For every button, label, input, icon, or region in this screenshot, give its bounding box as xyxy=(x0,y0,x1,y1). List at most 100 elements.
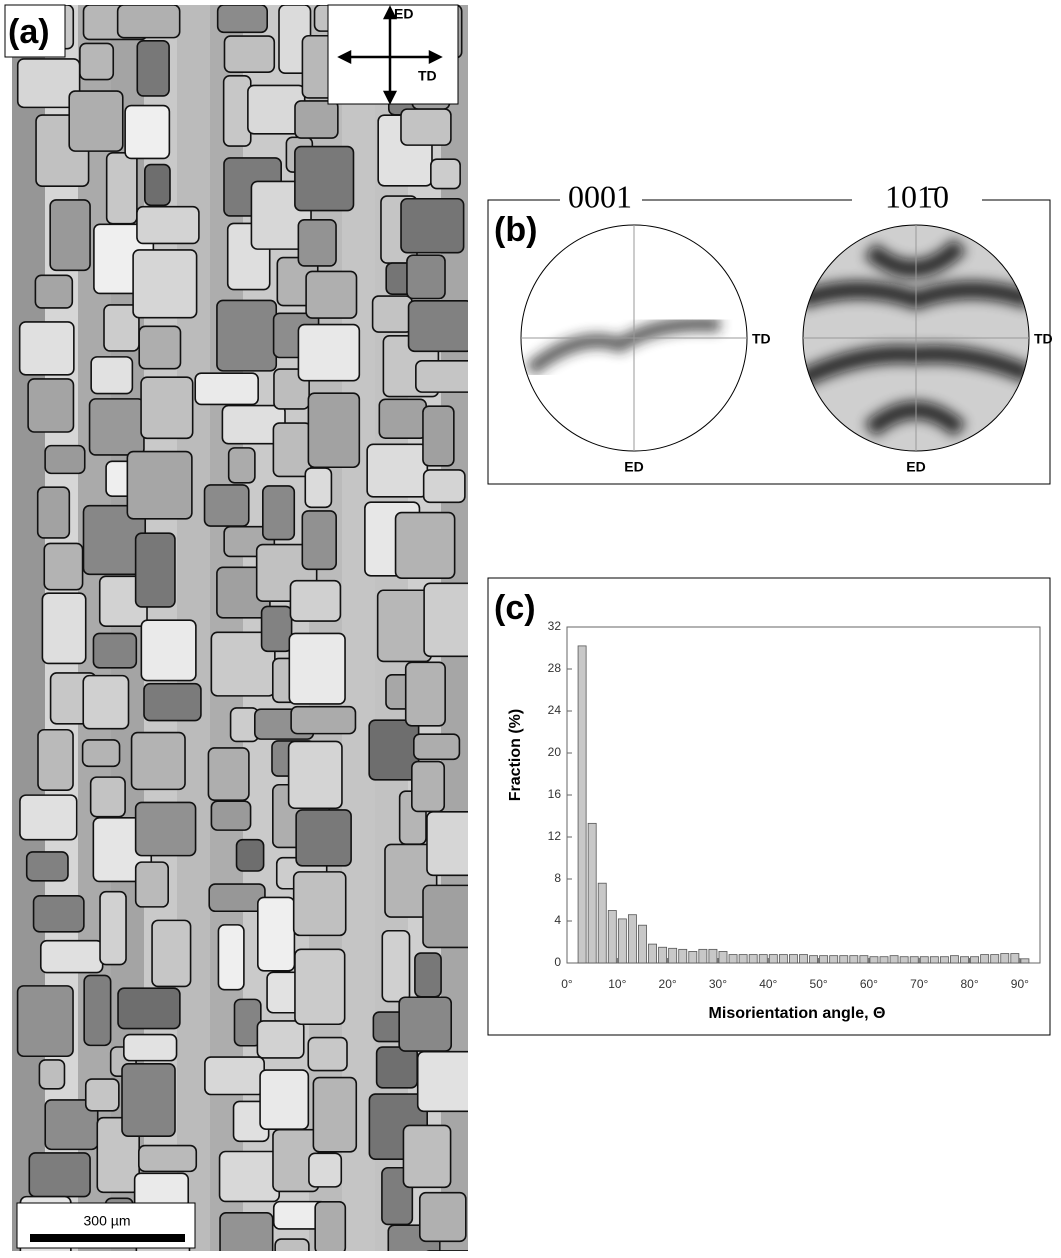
grain xyxy=(203,484,250,527)
grain xyxy=(217,924,245,991)
bar xyxy=(627,914,637,964)
grain xyxy=(207,747,250,801)
x-tick-label: 40° xyxy=(759,977,777,991)
ed-label: ED xyxy=(624,459,643,475)
grain xyxy=(292,871,347,937)
grain xyxy=(257,896,296,972)
bar xyxy=(929,956,939,964)
grain xyxy=(376,589,433,663)
grain xyxy=(25,851,69,882)
bar xyxy=(587,822,597,964)
x-tick-label: 50° xyxy=(810,977,828,991)
grain xyxy=(422,884,468,949)
grain xyxy=(216,5,268,34)
grain xyxy=(402,1124,452,1189)
grain xyxy=(400,108,452,146)
grain xyxy=(274,1238,310,1251)
grain xyxy=(38,1059,66,1090)
grain xyxy=(312,1076,358,1153)
plot-frame xyxy=(566,626,1041,964)
grain xyxy=(138,325,182,370)
bar xyxy=(839,955,849,964)
grain xyxy=(366,443,429,498)
bar xyxy=(990,954,1000,964)
grain xyxy=(44,444,86,475)
grain xyxy=(407,300,468,353)
grain xyxy=(43,542,84,591)
bar xyxy=(698,948,708,964)
bar xyxy=(950,955,959,964)
grain xyxy=(415,359,468,393)
pole-figure-density xyxy=(525,317,721,376)
orientation-arrows xyxy=(337,5,443,105)
bar xyxy=(960,956,969,964)
grain xyxy=(140,376,194,440)
x-tick-label: 70° xyxy=(910,977,928,991)
bar xyxy=(809,955,818,964)
grain xyxy=(260,605,293,653)
plot: 0 4 8 12 16 20 24 28 32 0° 10° 20° 30° 40° 50° 60° 70° 80… xyxy=(548,619,1030,991)
grain xyxy=(418,1191,467,1243)
grain xyxy=(301,510,337,571)
bar xyxy=(909,956,919,964)
pole-figure-title: 0001 xyxy=(568,178,632,214)
grain xyxy=(398,996,453,1052)
grain xyxy=(290,705,357,735)
grain xyxy=(216,299,278,372)
panel-label: (b) xyxy=(494,211,537,249)
grain xyxy=(16,985,74,1058)
grain xyxy=(136,39,170,97)
bar xyxy=(849,955,859,964)
title-mask xyxy=(852,185,982,215)
grain xyxy=(36,486,71,539)
bar xyxy=(970,956,980,964)
grain xyxy=(307,392,361,469)
title-mask xyxy=(560,185,642,215)
bar xyxy=(980,954,990,964)
label-box xyxy=(4,4,66,58)
grain xyxy=(16,58,81,109)
grain xyxy=(79,42,115,81)
bar xyxy=(789,954,798,964)
bar xyxy=(668,947,678,964)
grain xyxy=(381,929,411,1003)
grain xyxy=(132,249,198,319)
grain xyxy=(208,883,266,913)
grain xyxy=(143,682,202,722)
grain xyxy=(294,145,355,212)
grain xyxy=(144,163,171,207)
grain xyxy=(27,378,75,433)
grain xyxy=(194,372,259,406)
grain xyxy=(294,948,346,1026)
grain xyxy=(422,405,455,467)
grain xyxy=(49,199,91,272)
x-tick-label: 20° xyxy=(659,977,677,991)
bar xyxy=(1000,953,1010,964)
grain xyxy=(288,632,346,705)
bar xyxy=(617,918,627,964)
grain xyxy=(272,422,312,478)
grain xyxy=(41,592,87,665)
grain xyxy=(137,1144,198,1173)
grain xyxy=(416,1050,468,1113)
td-label: TD xyxy=(1034,331,1053,347)
bar xyxy=(869,956,879,964)
grain xyxy=(375,1046,418,1089)
pole-figure-axes xyxy=(521,225,1029,451)
grain xyxy=(426,811,468,877)
bar xyxy=(688,951,698,964)
grain xyxy=(126,450,193,520)
microstructure-map xyxy=(12,5,468,1251)
grain xyxy=(32,895,85,933)
grain xyxy=(140,619,197,682)
grain xyxy=(28,1152,91,1198)
bar xyxy=(778,954,788,964)
bar xyxy=(799,954,808,964)
grain xyxy=(307,1036,348,1072)
y-tick-label: 32 xyxy=(548,619,562,633)
grain xyxy=(83,974,112,1047)
bar xyxy=(919,956,929,964)
bar xyxy=(728,954,738,964)
